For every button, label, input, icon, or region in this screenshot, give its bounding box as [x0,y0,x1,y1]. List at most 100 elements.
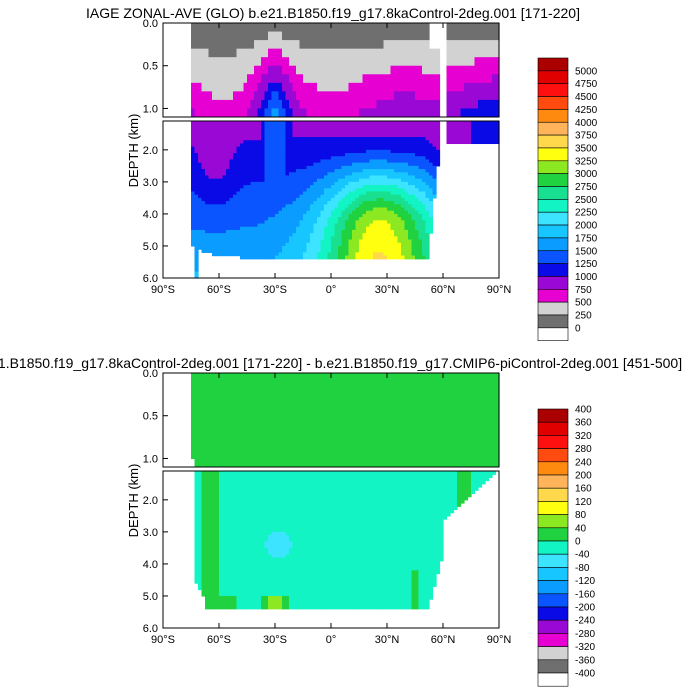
field-cell [359,143,364,148]
field-cell [240,99,245,110]
field-cell [285,137,290,141]
field-cell [268,194,273,199]
field-cell [212,162,217,167]
field-cell [404,23,409,33]
field-cell [373,194,378,199]
field-cell [194,407,199,417]
field-cell [373,252,378,257]
field-cell [233,595,238,600]
field-cell [310,156,315,161]
field-cell [219,137,224,141]
field-cell [222,567,227,571]
field-cell [422,191,427,196]
field-cell [376,191,381,196]
field-cell [201,458,206,468]
field-cell [310,124,315,128]
field-cell [250,496,255,501]
field-cell [310,23,315,33]
field-cell [292,255,297,260]
field-cell [429,185,434,189]
field-cell [208,185,213,189]
field-cell [198,165,203,170]
field-cell [334,82,339,92]
field-cell [201,390,206,400]
field-cell [366,153,371,157]
field-cell [233,239,238,244]
field-cell [397,217,402,221]
field-cell [247,23,252,33]
field-cell [366,143,371,148]
field-cell [331,239,336,244]
field-cell [401,74,406,84]
field-cell [327,108,332,118]
field-cell [474,82,479,92]
field-cell [380,48,385,58]
field-cell [418,220,423,225]
field-cell [250,137,255,141]
field-cell [194,181,199,186]
field-cell [306,249,311,253]
field-cell [226,130,231,135]
field-cell [191,149,196,154]
field-cell [243,124,248,128]
field-cell [222,586,227,591]
field-cell [320,255,325,260]
field-cell [429,191,434,196]
field-cell [268,172,273,177]
field-cell [422,48,427,58]
field-cell [418,229,423,234]
contour-fill [191,23,500,279]
field-cell [369,74,374,84]
field-cell [425,57,430,67]
field-cell [310,249,315,253]
field-cell [229,175,234,180]
field-cell [352,140,357,145]
field-cell [415,213,420,218]
field-cell [411,197,416,202]
field-cell [261,201,266,205]
field-cell [236,415,241,425]
field-cell [236,535,241,539]
field-cell [271,23,276,33]
field-cell [338,201,343,205]
field-cell [460,133,465,138]
field-cell [478,124,483,128]
field-cell [226,506,231,511]
field-cell [215,547,220,552]
field-cell [341,153,346,157]
field-cell [205,223,210,228]
field-cell [219,493,224,498]
field-cell [394,48,399,58]
field-cell [369,156,374,161]
field-cell [366,91,371,101]
field-cell [278,188,283,193]
field-cell [474,74,479,84]
field-cell [317,210,322,215]
field-cell [208,538,213,543]
field-cell [240,143,245,148]
field-cell [306,91,311,101]
field-cell [201,541,206,546]
field-cell [205,217,210,221]
field-cell [310,99,315,110]
field-cell [240,531,245,536]
field-cell [201,172,206,177]
field-cell [222,493,227,498]
field-cell [394,185,399,189]
field-cell [418,91,423,101]
field-cell [488,99,493,110]
field-cell [457,99,462,110]
field-cell [474,140,479,145]
field-cell [285,210,290,215]
field-cell [194,220,199,225]
field-cell [397,153,402,157]
field-cell [345,188,350,193]
field-cell [397,223,402,228]
field-cell [229,480,234,485]
field-cell [198,493,203,498]
field-cell [205,557,210,562]
field-cell [229,519,234,523]
field-cell [261,175,266,180]
field-cell [285,149,290,154]
field-cell [411,233,416,237]
